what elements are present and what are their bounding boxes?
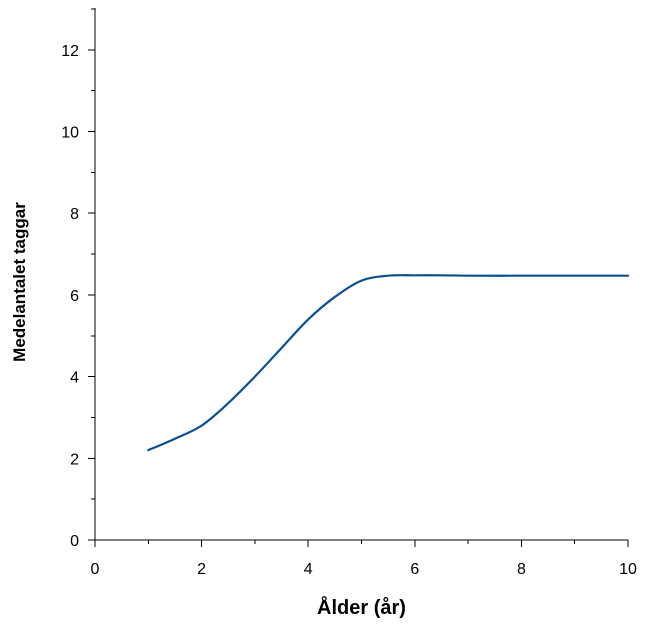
y-ticks: 0 2 4 6 8 10 12 bbox=[61, 8, 95, 550]
x-tick-label: 4 bbox=[304, 561, 313, 578]
x-tick-label: 8 bbox=[517, 561, 526, 578]
y-tick-label: 8 bbox=[70, 206, 79, 223]
x-axis-title: Ålder (år) bbox=[317, 595, 406, 619]
series-group bbox=[147, 274, 630, 452]
y-axis-title: Medelantalet taggar bbox=[10, 202, 29, 362]
y-tick-label: 10 bbox=[61, 125, 79, 142]
y-tick-label: 6 bbox=[70, 288, 79, 305]
y-tick-label: 4 bbox=[70, 370, 79, 387]
y-tick-label: 12 bbox=[61, 43, 79, 60]
y-tick-label: 2 bbox=[70, 451, 79, 468]
axes bbox=[94, 8, 628, 541]
y-tick-label: 0 bbox=[70, 533, 79, 550]
x-tick-label: 6 bbox=[410, 561, 419, 578]
x-ticks: 0 2 4 6 8 10 bbox=[91, 540, 637, 578]
x-tick-label: 0 bbox=[91, 561, 100, 578]
series-line bbox=[147, 274, 630, 452]
x-tick-label: 2 bbox=[197, 561, 206, 578]
x-tick-label: 10 bbox=[619, 561, 637, 578]
